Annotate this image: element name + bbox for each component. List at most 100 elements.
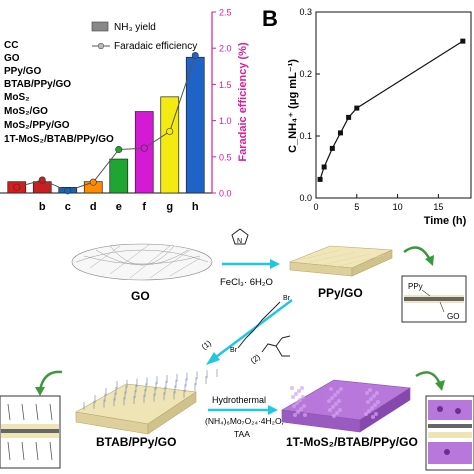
x-tick-label-h: h (192, 201, 199, 213)
fe-point-d (89, 178, 97, 186)
fe-point-f (140, 144, 148, 152)
ppy-go-label: PPy/GO (318, 286, 363, 300)
right-tick-label-1.5: 1.5 (219, 80, 232, 90)
right-tick-label-2.0: 2.0 (219, 44, 232, 54)
fe-point-g (166, 127, 174, 135)
category-label-d: BTAB/PPy/GO (4, 79, 71, 90)
right-tick-label-1.0: 1.0 (219, 116, 232, 126)
b-point-5 (354, 105, 360, 111)
panel-a-fe-line (13, 51, 199, 195)
btab-ppy-go-label: BTAB/PPy/GO (96, 435, 176, 449)
svg-text:Br: Br (283, 295, 291, 302)
legend-fe: Faradaic efficiency (114, 41, 197, 52)
bar-f (134, 111, 154, 194)
legend-nh3: NH₃ yield (114, 22, 156, 33)
category-label-h: 1T-MoS₂/BTAB/PPy/GO (4, 134, 114, 145)
arrow-step-ppy-head (270, 259, 280, 269)
panel-a-x-ticks: b c d e f g h (39, 201, 199, 213)
x-tick-label-b: b (39, 201, 46, 213)
inset-final (425, 395, 474, 471)
legend-bar-swatch (91, 21, 109, 32)
panel-a-bars (7, 56, 205, 194)
right-tick-label-2.5: 2.5 (219, 8, 232, 18)
fe-series-line (16, 55, 196, 192)
b-x-tick-label-5: 5 (354, 202, 359, 212)
btab-ppy-go-illustration (75, 369, 218, 435)
panel-b-chart: B 0 5 10 15 0.0 0.1 0.2 0.3 C_NH₄⁺ (μg mL⁻¹) Ti… (262, 6, 472, 227)
zoom-arrow-ppy (403, 246, 432, 261)
category-label-e: MoS₂ (4, 92, 30, 103)
zoom-arrow-btab (38, 370, 63, 391)
right-tick-label-0.0: 0.0 (219, 189, 232, 199)
zoom-arrow-final (415, 371, 442, 385)
category-label-b: GO (4, 53, 20, 64)
right-tick-label-0.5: 0.5 (219, 152, 232, 162)
panel-a-right-axis-label: Faradaic efficiency (%) (237, 42, 249, 162)
bar-g (160, 96, 180, 194)
fe-point-c (64, 187, 72, 195)
b-point-1 (321, 164, 327, 170)
category-label-c: PPy/GO (4, 66, 41, 77)
b-point-0 (317, 176, 323, 182)
legend-fe-marker (97, 42, 105, 50)
x-tick-label-c: c (65, 201, 71, 213)
step-1-label: (1) (200, 338, 213, 351)
category-label-g: MoS₂/PPy/GO (4, 120, 70, 131)
panel-label-b: B (262, 6, 278, 31)
x-tick-label-g: g (166, 201, 173, 213)
b-y-tick-label-0.3: 0.3 (299, 7, 312, 17)
legend: NH₃ yield Faradaic efficiency (91, 21, 197, 52)
arrow-step-hydro-head (268, 405, 278, 415)
reagent-hydrothermal: Hydrothermal (212, 395, 266, 405)
go-label: GO (131, 289, 150, 303)
b-point-2 (329, 145, 335, 151)
category-label-a: CC (4, 40, 18, 51)
inset-ppy-go: PPy GO (401, 275, 467, 323)
go-sheet-illustration (71, 243, 213, 281)
b-y-tick-label-0.0: 0.0 (299, 193, 312, 203)
fe-point-h (191, 51, 199, 59)
svg-text:PPy: PPy (408, 282, 423, 291)
final-catalyst-label: 1T-MoS₂/BTAB/PPy/GO (286, 435, 418, 449)
ppy-go-sheet-illustration (289, 245, 393, 277)
svg-text:N: N (237, 238, 242, 245)
arrow-step-btab-head (206, 352, 220, 365)
svg-text:Br: Br (230, 347, 238, 354)
inset-btab (0, 395, 61, 469)
reagent-molybdate: (NH₄)₆Mo₇O₂₄·4H₂O, (205, 416, 284, 426)
b-y-tick-label-0.1: 0.1 (299, 131, 312, 141)
category-label-f: MoS₂/GO (4, 106, 48, 117)
x-tick-label-e: e (116, 201, 122, 213)
b-y-tick-label-0.2: 0.2 (299, 69, 312, 79)
panel-a-right-ticks: 0.0 0.5 1.0 1.5 2.0 2.5 (212, 8, 232, 199)
b-x-tick-label-15: 15 (433, 202, 443, 212)
step-2-label: (2) (249, 352, 262, 365)
b-x-tick-label-0: 0 (313, 202, 318, 212)
reagent-taa: TAA (234, 429, 250, 439)
panel-b-line (317, 38, 466, 182)
category-list: CC GO PPy/GO BTAB/PPy/GO MoS₂ MoS₂/GO Mo… (4, 40, 114, 145)
b-x-tick-label-10: 10 (393, 202, 403, 212)
fe-point-e (115, 146, 123, 154)
panel-b-x-label: Time (h) (424, 215, 467, 227)
b-point-3 (337, 130, 343, 136)
btab-structure (237, 301, 291, 357)
arrow-step-btab (211, 299, 293, 361)
bar-e (109, 158, 129, 194)
pyrrole-structure: N (231, 228, 249, 245)
final-catalyst-illustration (281, 379, 411, 433)
b-series-line (319, 40, 464, 180)
x-tick-label-f: f (142, 201, 146, 213)
fe-point-b (38, 176, 46, 184)
synthesis-scheme: GO N FeCl₃· 6H₂O PPy/GO PPy GO (0, 228, 474, 471)
x-tick-label-d: d (90, 201, 97, 213)
panel-b-ticks: 0 5 10 15 0.0 0.1 0.2 0.3 (299, 7, 443, 212)
b-point-6 (460, 38, 466, 44)
svg-text:GO: GO (447, 312, 459, 321)
panel-b-plot-frame (315, 11, 472, 199)
bar-h (185, 56, 205, 194)
reagent-fecl3: FeCl₃· 6H₂O (220, 277, 273, 288)
panel-b-y-label: C_NH₄⁺ (μg mL⁻¹) (287, 59, 299, 153)
panel-a-chart: NH₃ yield Faradaic efficiency CC GO PPy/… (0, 8, 249, 213)
